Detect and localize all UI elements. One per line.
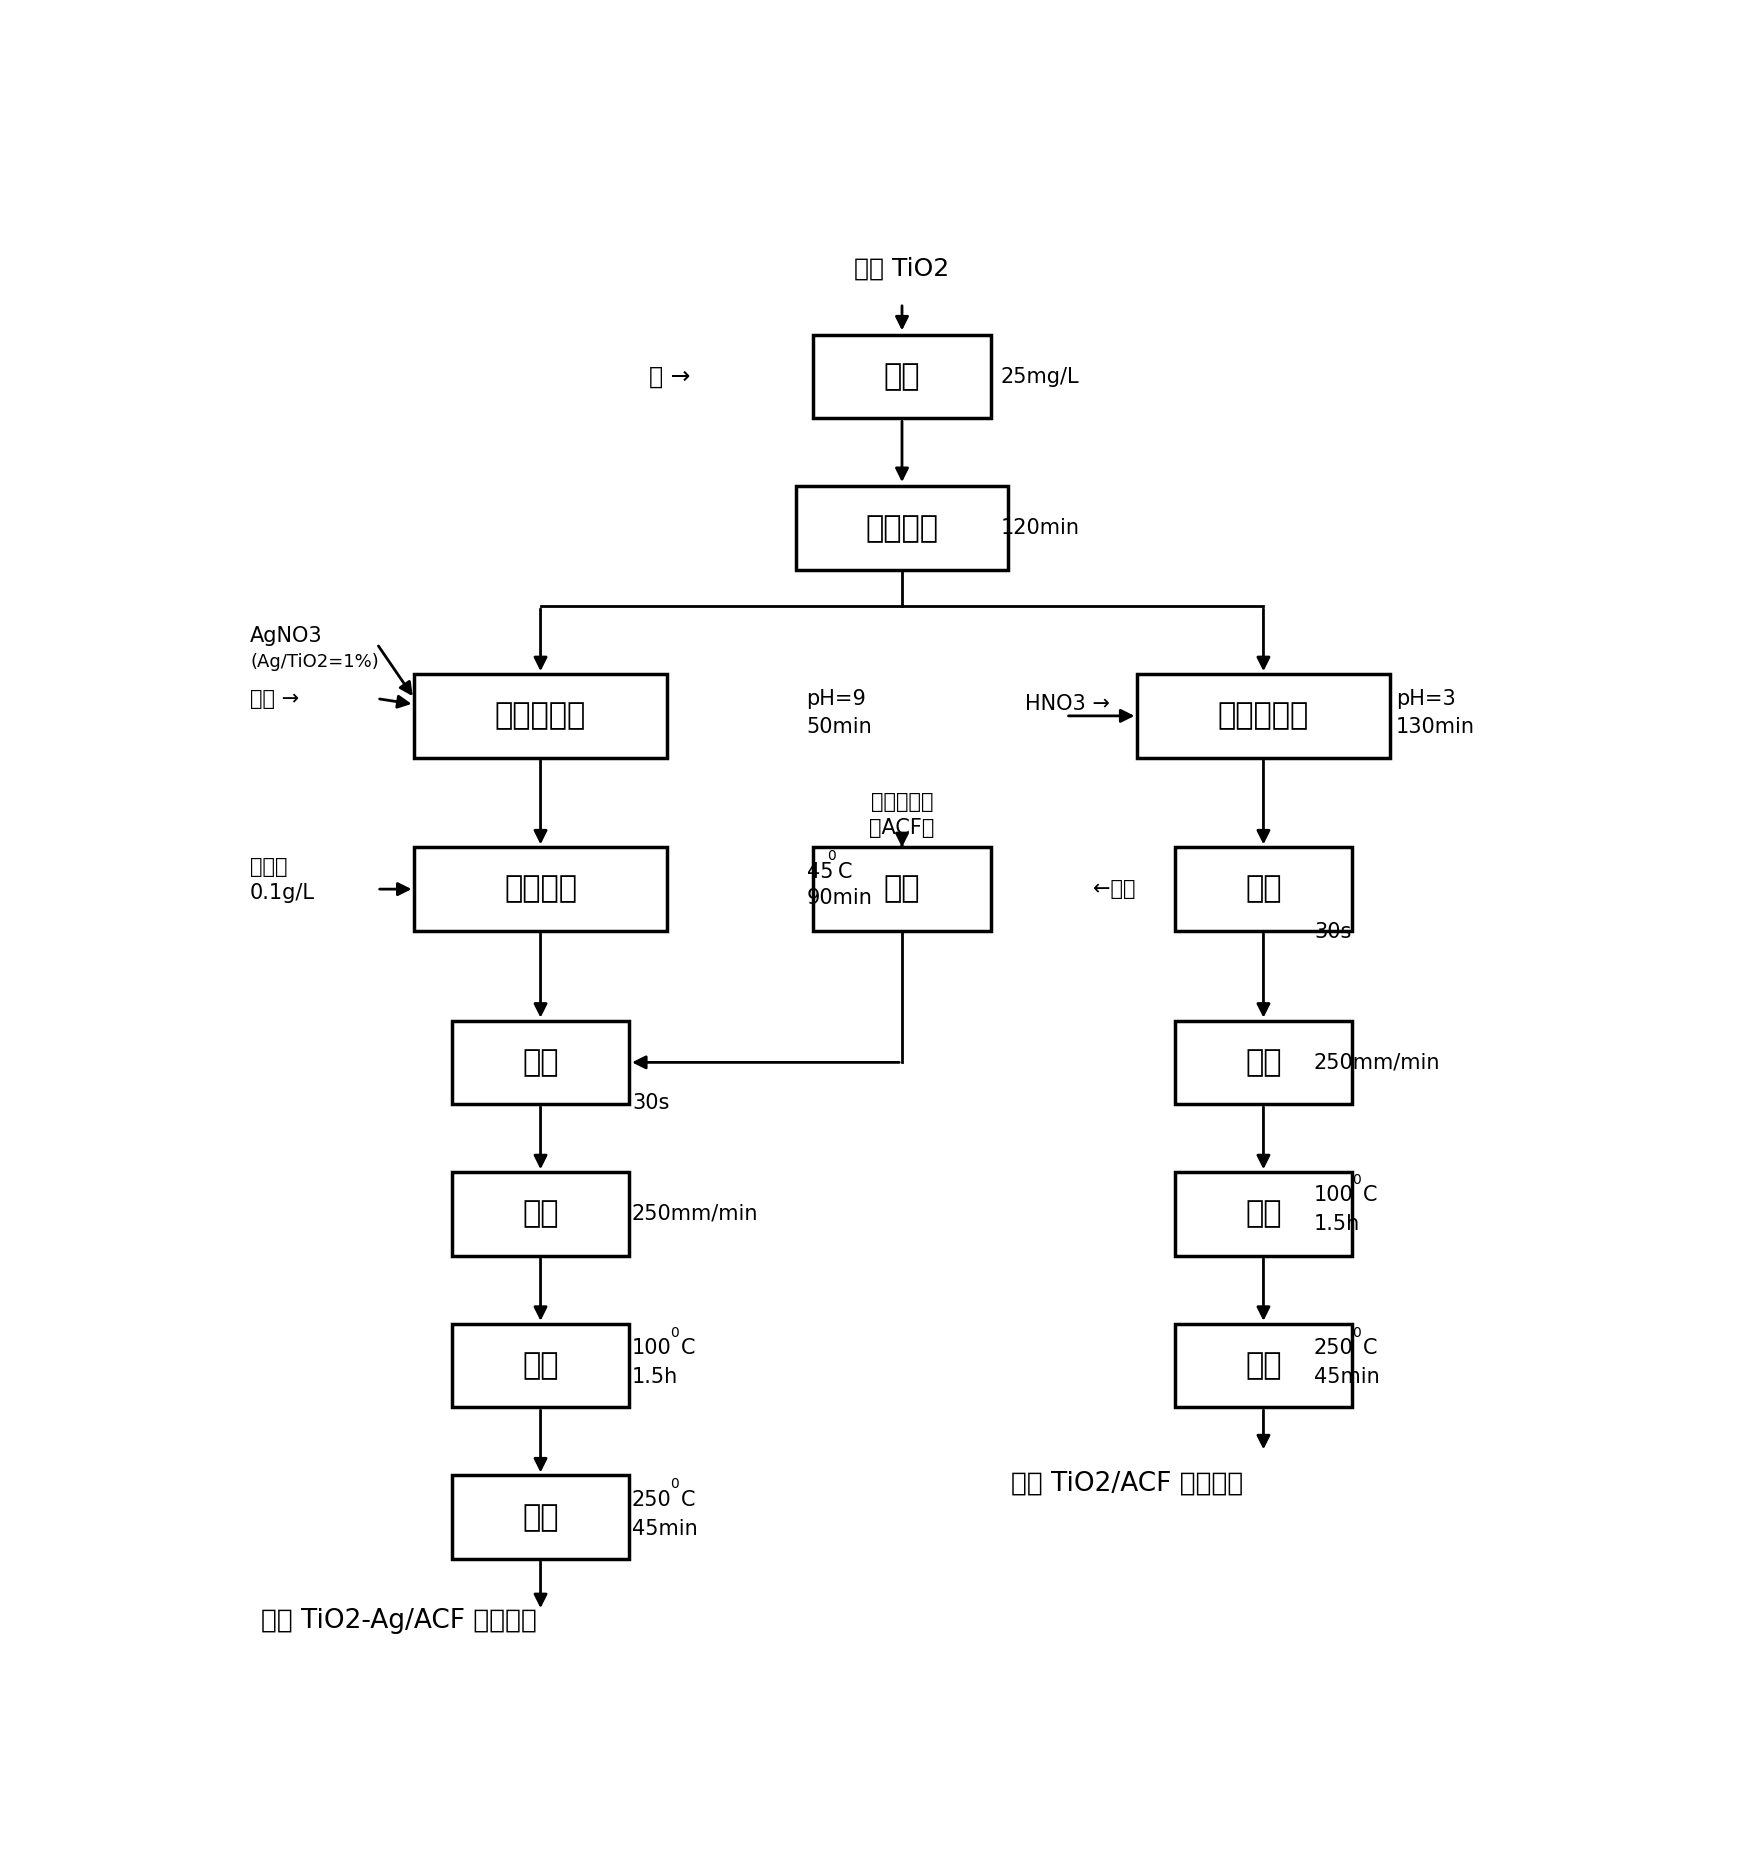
Text: 钠米 TiO2/ACF 复合材料: 钠米 TiO2/ACF 复合材料 [1010, 1472, 1243, 1496]
Text: （ACF）: （ACF） [869, 819, 935, 838]
Bar [813, 848, 991, 932]
Text: 1.5h: 1.5h [632, 1367, 678, 1388]
Text: 45: 45 [806, 862, 832, 881]
Text: 磁力搅拌: 磁力搅拌 [866, 514, 938, 542]
Bar [813, 336, 991, 418]
Text: 锻烧: 锻烧 [1246, 1352, 1281, 1380]
Text: pH=9: pH=9 [806, 688, 866, 709]
Text: 配药: 配药 [884, 362, 920, 392]
Text: C: C [838, 862, 852, 881]
Text: 250: 250 [1315, 1339, 1353, 1358]
Bar [1176, 1172, 1352, 1256]
Text: 0: 0 [827, 849, 836, 862]
Text: 超声波均质: 超声波均质 [495, 701, 586, 731]
Text: 0: 0 [671, 1326, 679, 1339]
Text: 葡萄糖: 葡萄糖 [250, 857, 287, 878]
Bar [1176, 848, 1352, 932]
Bar [1137, 673, 1390, 758]
Text: 45min: 45min [1315, 1367, 1380, 1388]
Text: 钠米 TiO2-Ag/ACF 复合材料: 钠米 TiO2-Ag/ACF 复合材料 [260, 1609, 537, 1635]
Text: 提拉: 提拉 [1246, 1048, 1281, 1076]
Text: 250mm/min: 250mm/min [1315, 1052, 1440, 1072]
Text: 90min: 90min [806, 887, 873, 908]
Bar [452, 1476, 630, 1558]
Bar [452, 1172, 630, 1256]
Text: 120min: 120min [1000, 518, 1079, 538]
Text: 活性碳纤维: 活性碳纤维 [871, 793, 933, 812]
Text: 1.5h: 1.5h [1315, 1215, 1360, 1234]
Bar [796, 486, 1008, 570]
Text: 干燥: 干燥 [523, 1352, 558, 1380]
Text: 干燥: 干燥 [1246, 1200, 1281, 1228]
Text: ←丙酮: ←丙酮 [1093, 879, 1135, 900]
Text: 0: 0 [1352, 1326, 1360, 1339]
Text: 25mg/L: 25mg/L [1000, 368, 1079, 386]
Bar [452, 1020, 630, 1104]
Text: 提拉: 提拉 [523, 1200, 558, 1228]
Text: (Ag/TiO2=1%): (Ag/TiO2=1%) [250, 654, 378, 671]
Text: 100: 100 [1315, 1185, 1353, 1206]
Text: 45min: 45min [632, 1519, 697, 1539]
Text: 50min: 50min [806, 718, 873, 737]
Text: pH=3: pH=3 [1396, 688, 1456, 709]
Text: 清洗: 清洗 [884, 874, 920, 904]
Text: C: C [1362, 1339, 1378, 1358]
Text: C: C [1362, 1185, 1378, 1206]
Text: 0: 0 [1352, 1172, 1360, 1187]
Text: 浸渍: 浸渍 [1246, 874, 1281, 904]
Text: 250mm/min: 250mm/min [632, 1204, 759, 1224]
Text: 250: 250 [632, 1491, 672, 1509]
Text: 30s: 30s [632, 1093, 669, 1112]
Text: 0: 0 [671, 1478, 679, 1491]
Bar [452, 1324, 630, 1408]
Text: HNO3 →: HNO3 → [1024, 694, 1109, 714]
Text: 纳米 TiO2: 纳米 TiO2 [854, 257, 950, 279]
Text: 锻烧: 锻烧 [523, 1502, 558, 1532]
Text: 恒温水浴: 恒温水浴 [503, 874, 577, 904]
Text: C: C [681, 1339, 695, 1358]
Text: 氨水 →: 氨水 → [250, 688, 299, 709]
Text: 0.1g/L: 0.1g/L [250, 883, 315, 904]
Text: 100: 100 [632, 1339, 672, 1358]
Bar [414, 848, 667, 932]
Bar [1176, 1324, 1352, 1408]
Text: 130min: 130min [1396, 718, 1475, 737]
Text: 水 →: 水 → [649, 364, 690, 388]
Text: 浸渍: 浸渍 [523, 1048, 558, 1076]
Bar [414, 673, 667, 758]
Text: AgNO3: AgNO3 [250, 626, 322, 647]
Text: C: C [681, 1491, 695, 1509]
Text: 超声波均质: 超声波均质 [1218, 701, 1309, 731]
Text: 30s: 30s [1315, 922, 1352, 943]
Bar [1176, 1020, 1352, 1104]
